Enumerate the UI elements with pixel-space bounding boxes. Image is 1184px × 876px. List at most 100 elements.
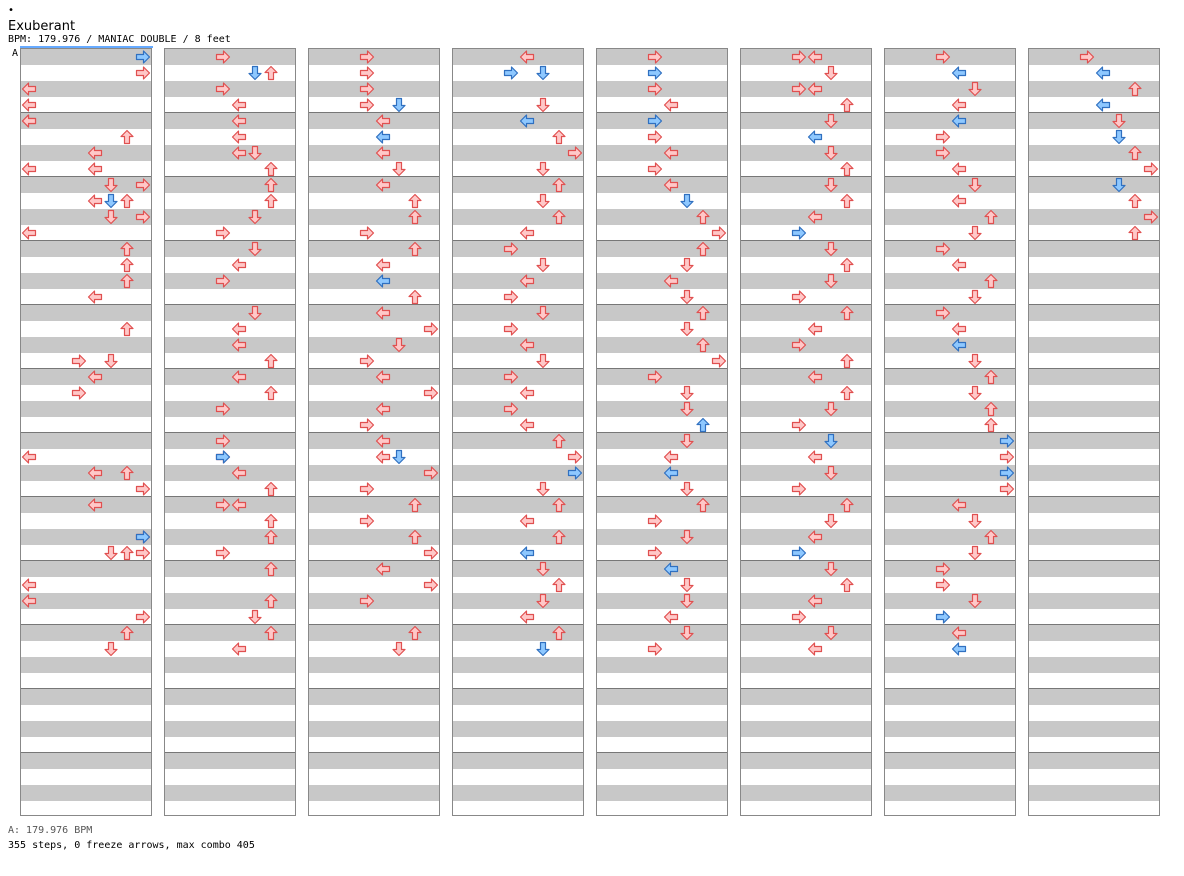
measure-line: [741, 176, 871, 177]
step-arrow-right-icon: [503, 65, 519, 81]
step-arrow-down-icon: [535, 481, 551, 497]
step-arrow-left-icon: [951, 257, 967, 273]
beat-band: [597, 657, 727, 673]
measure-line: [453, 368, 583, 369]
beat-band: [453, 241, 583, 257]
beat-band: [453, 369, 583, 385]
measure-line: [21, 176, 151, 177]
step-arrow-right-icon: [711, 225, 727, 241]
step-arrow-right-icon: [791, 417, 807, 433]
beat-band: [309, 465, 439, 481]
measure-line: [165, 176, 295, 177]
step-arrow-down-icon: [967, 177, 983, 193]
measure-line: [453, 560, 583, 561]
beat-band: [741, 721, 871, 737]
step-arrow-right-icon: [1079, 49, 1095, 65]
step-arrow-right-icon: [999, 433, 1015, 449]
step-arrow-left-icon: [231, 369, 247, 385]
step-arrow-undefined-icon: [21, 113, 37, 129]
beat-band: [21, 337, 151, 353]
beat-band: [309, 593, 439, 609]
beat-band: [453, 305, 583, 321]
step-arrow-up-icon: [551, 177, 567, 193]
chart-column: [884, 48, 1016, 816]
beat-band: [885, 433, 1015, 449]
beat-band: [165, 401, 295, 417]
step-arrow-left-icon: [807, 49, 823, 65]
measure-line: [309, 112, 439, 113]
beat-band: [165, 785, 295, 801]
beat-band: [21, 497, 151, 513]
step-arrow-undefined-icon: [21, 97, 37, 113]
beat-band: [597, 177, 727, 193]
chart-column: [20, 48, 152, 816]
step-arrow-down-icon: [679, 401, 695, 417]
beat-band: [21, 209, 151, 225]
beat-band: [453, 529, 583, 545]
step-arrow-left-icon: [375, 369, 391, 385]
beat-band: [453, 113, 583, 129]
step-arrow-down-icon: [823, 513, 839, 529]
measure-line: [885, 240, 1015, 241]
measure-line: [885, 368, 1015, 369]
step-arrow-left-icon: [375, 129, 391, 145]
measure-line: [21, 560, 151, 561]
step-arrow-right-icon: [215, 225, 231, 241]
step-arrow-right-icon: [647, 129, 663, 145]
beat-band: [21, 49, 151, 65]
step-arrow-down-icon: [391, 449, 407, 465]
step-arrow-right-icon: [503, 321, 519, 337]
beat-band: [885, 657, 1015, 673]
beat-band: [741, 241, 871, 257]
step-arrow-up-icon: [119, 129, 135, 145]
chart-column: [308, 48, 440, 816]
step-arrow-down-icon: [823, 625, 839, 641]
step-arrow-up-icon: [983, 529, 999, 545]
step-arrow-right-icon: [647, 65, 663, 81]
step-arrow-right-icon: [647, 49, 663, 65]
beat-band: [309, 177, 439, 193]
beat-band: [1029, 369, 1159, 385]
beat-band: [453, 433, 583, 449]
beat-band: [597, 785, 727, 801]
beat-band: [165, 721, 295, 737]
beat-band: [309, 753, 439, 769]
beat-band: [21, 465, 151, 481]
beat-band: [453, 145, 583, 161]
step-arrow-left-icon: [519, 545, 535, 561]
beat-band: [309, 273, 439, 289]
step-arrow-down-icon: [535, 193, 551, 209]
step-arrow-up-icon: [551, 577, 567, 593]
beat-band: [1029, 241, 1159, 257]
step-arrow-up-icon: [119, 257, 135, 273]
step-arrow-left-icon: [375, 449, 391, 465]
beat-band: [597, 593, 727, 609]
step-arrow-right-icon: [647, 113, 663, 129]
step-arrow-up-icon: [839, 193, 855, 209]
step-arrow-left-icon: [231, 465, 247, 481]
step-arrow-left-icon: [951, 161, 967, 177]
beat-band: [885, 721, 1015, 737]
step-arrow-down-icon: [535, 561, 551, 577]
step-arrow-up-icon: [839, 353, 855, 369]
beat-band: [885, 561, 1015, 577]
beat-band: [165, 625, 295, 641]
step-arrow-left-icon: [951, 641, 967, 657]
measure-line: [1029, 112, 1159, 113]
step-arrow-right-icon: [359, 353, 375, 369]
step-arrow-right-icon: [215, 545, 231, 561]
step-arrow-down-icon: [679, 529, 695, 545]
measure-line: [165, 496, 295, 497]
step-arrow-left-icon: [231, 97, 247, 113]
step-arrow-up-icon: [119, 241, 135, 257]
step-arrow-right-icon: [935, 561, 951, 577]
beat-band: [597, 497, 727, 513]
step-arrow-right-icon: [567, 465, 583, 481]
step-arrow-right-icon: [503, 369, 519, 385]
step-arrow-up-icon: [1127, 145, 1143, 161]
beat-band: [453, 209, 583, 225]
beat-band: [165, 49, 295, 65]
step-arrow-down-icon: [823, 145, 839, 161]
beat-band: [21, 433, 151, 449]
